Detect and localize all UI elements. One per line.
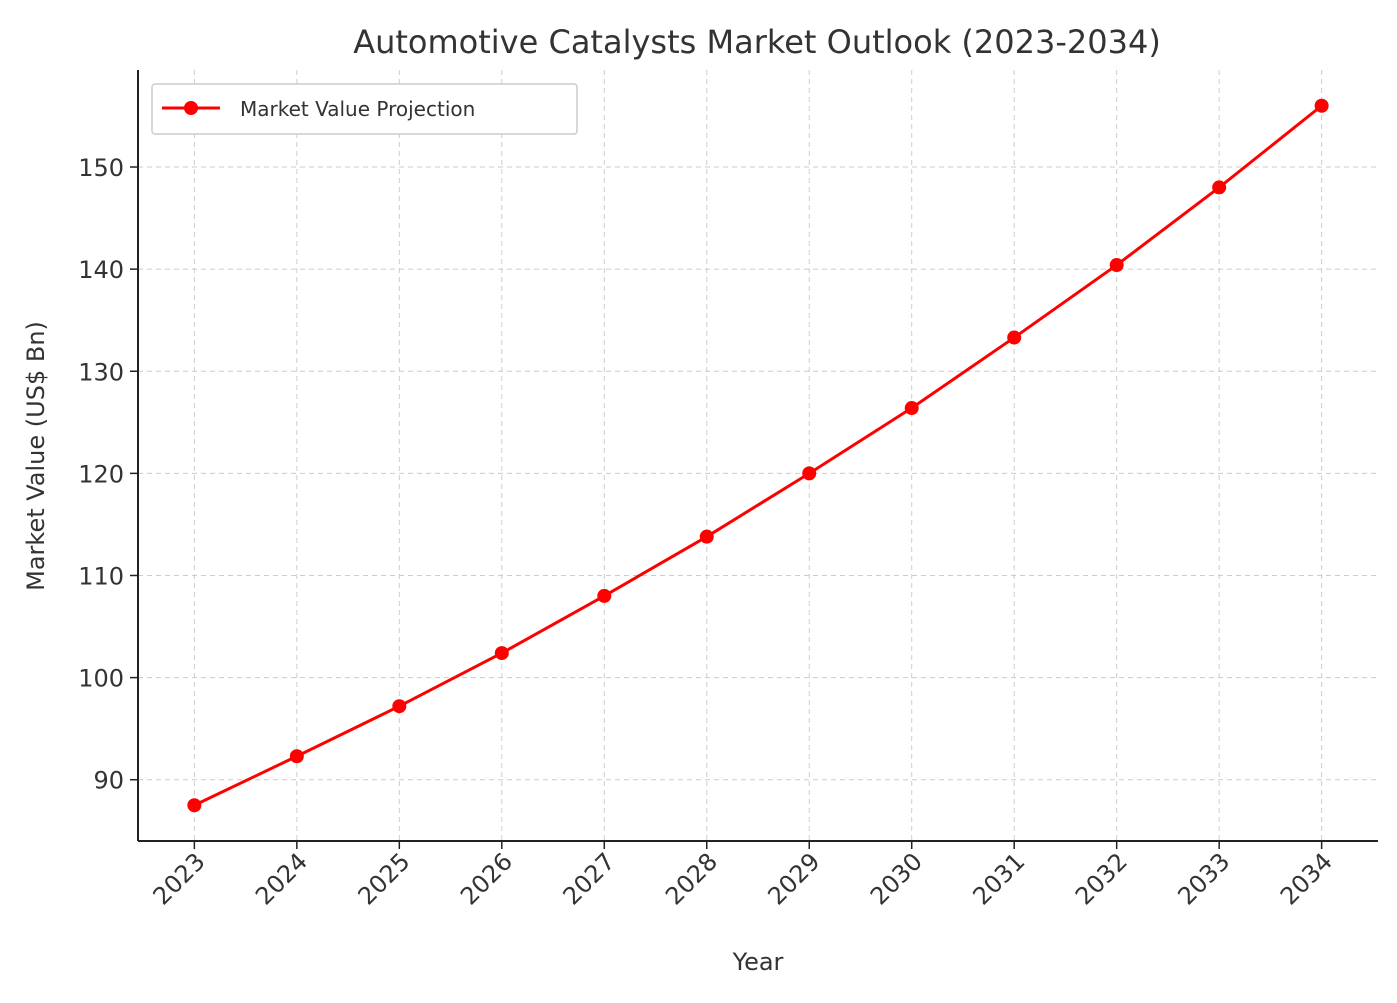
legend-marker — [184, 101, 198, 115]
grid — [138, 70, 1378, 841]
data-point — [392, 699, 407, 714]
y-tick-label: 130 — [78, 358, 124, 386]
data-point — [802, 466, 817, 481]
x-tick-label: 2031 — [967, 847, 1030, 910]
x-tick-label: 2024 — [250, 847, 313, 910]
y-axis-label: Market Value (US$ Bn) — [22, 321, 50, 591]
x-tick-label: 2026 — [455, 847, 518, 910]
x-tick-label: 2023 — [148, 847, 211, 910]
legend-box — [151, 83, 578, 135]
y-tick-label: 120 — [78, 460, 124, 488]
series — [187, 98, 1329, 813]
x-tick-label: 2033 — [1172, 847, 1235, 910]
y-tick-label: 100 — [78, 665, 124, 693]
data-point — [494, 646, 509, 661]
x-tick-label: 2032 — [1070, 847, 1133, 910]
series-line — [193, 104, 1323, 807]
x-tick-label: 2025 — [353, 847, 416, 910]
x-tick-label: 2027 — [558, 847, 621, 910]
data-point — [597, 588, 612, 603]
x-axis-label: Year — [732, 948, 784, 976]
data-point — [289, 749, 304, 764]
x-tick-label: 2030 — [865, 847, 928, 910]
y-tick-label: 150 — [78, 154, 124, 182]
chart-title: Automotive Catalysts Market Outlook (202… — [353, 23, 1161, 61]
axes: 2023 2024 2025 2026 2027 2028 2029 2030 2031 2032… — [78, 70, 1378, 910]
y-tick-label: 140 — [78, 256, 124, 284]
data-point — [1212, 180, 1227, 195]
x-tick-label: 2034 — [1275, 847, 1338, 910]
data-point — [699, 529, 714, 544]
y-tick-label: 110 — [78, 562, 124, 590]
data-point — [904, 401, 919, 416]
legend-label: Market Value Projection — [240, 97, 475, 121]
data-point — [1007, 330, 1022, 345]
data-point — [1314, 98, 1329, 113]
legend: Market Value Projection — [151, 83, 578, 135]
x-tick-label: 2029 — [762, 847, 825, 910]
data-point — [187, 798, 202, 813]
x-tick-label: 2028 — [660, 847, 723, 910]
y-tick-label: 90 — [93, 767, 124, 795]
data-point — [1109, 258, 1124, 273]
